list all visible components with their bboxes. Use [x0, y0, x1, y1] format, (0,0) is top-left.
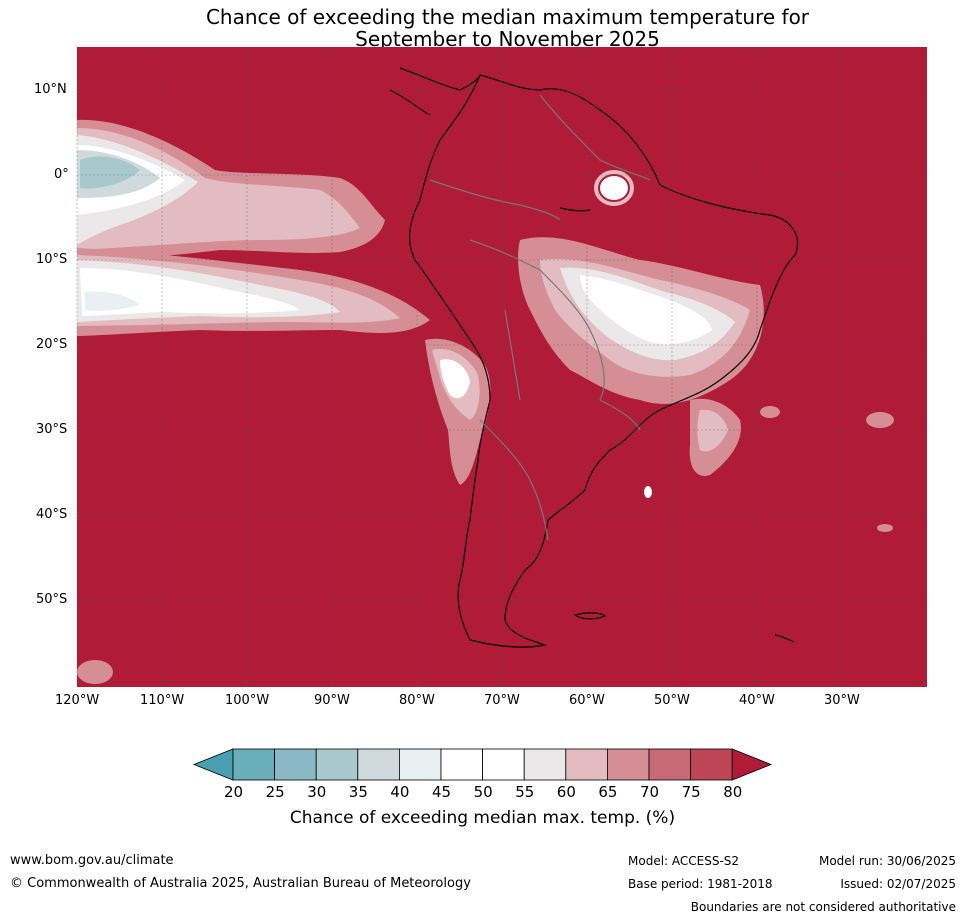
colorbar-tick-label: 30: [307, 783, 327, 801]
colorbar-over-arrow: [731, 748, 773, 781]
colorbar-segment: [565, 748, 608, 781]
lon-label-40w: 40°W: [739, 693, 775, 708]
lon-label-110w: 110°W: [140, 693, 185, 708]
colorbar-tick-label: 65: [598, 783, 618, 801]
colorbar-tick-label: 35: [348, 783, 368, 801]
colorbar-segment: [690, 748, 733, 781]
colorbar-segment: [523, 748, 567, 781]
colorbar-tick-label: 80: [723, 783, 743, 801]
graticule: [76, 47, 927, 687]
lon-label-30w: 30°W: [824, 693, 860, 708]
colorbar-segment: [232, 748, 275, 781]
footer-copyright: © Commonwealth of Australia 2025, Austra…: [10, 876, 471, 891]
colorbar-tick-label: 40: [390, 783, 410, 801]
lon-label-80w: 80°W: [399, 693, 435, 708]
colorbar-tick-label: 50: [473, 783, 493, 801]
lat-label-10s: 10°S: [36, 252, 68, 267]
lon-label-90w: 90°W: [314, 693, 350, 708]
footer-base-period: Base period: 1981-2018: [628, 877, 773, 891]
colorbar-title: Chance of exceeding median max. temp. (%…: [289, 808, 676, 828]
colorbar-tick-label: 55: [515, 783, 535, 801]
lon-label-70w: 70°W: [484, 693, 520, 708]
lat-label-10n: 10°N: [34, 82, 67, 97]
colorbar-tick-label: 75: [681, 783, 701, 801]
footer-issued: Issued: 02/07/2025: [840, 877, 956, 891]
map-title-line1: Chance of exceeding the median maximum t…: [205, 5, 810, 29]
colorbar-segment: [607, 748, 650, 781]
lon-label-60w: 60°W: [569, 693, 605, 708]
colorbar-tick-label: 25: [265, 783, 285, 801]
colorbar-under-arrow: [192, 748, 234, 781]
footer-model: Model: ACCESS-S2: [628, 854, 740, 868]
colorbar-segment: [357, 748, 400, 781]
colorbar-tick-label: 60: [556, 783, 576, 801]
colorbar-segment: [648, 748, 691, 781]
colorbar-segment: [315, 748, 359, 781]
colorbar-segment: [274, 748, 317, 781]
lat-label-30s: 30°S: [36, 422, 68, 437]
country-borders: [429, 94, 651, 541]
coastlines: [389, 67, 799, 648]
colorbar-tick-label: 20: [224, 783, 244, 801]
lat-label-50s: 50°S: [36, 592, 68, 607]
lat-label-20s: 20°S: [36, 337, 68, 352]
colorbar-segment: [440, 748, 483, 781]
colorbar-tick-label: 45: [432, 783, 452, 801]
colorbar-tick-label: 70: [640, 783, 660, 801]
lon-label-120w: 120°W: [55, 693, 100, 708]
colorbar-segment: [482, 748, 525, 781]
lon-label-100w: 100°W: [225, 693, 270, 708]
footer-disclaimer: Boundaries are not considered authoritat…: [690, 900, 956, 914]
lon-label-50w: 50°W: [654, 693, 690, 708]
probability-contours: [77, 119, 894, 684]
map-title-line2: September to November 2025: [355, 27, 660, 51]
colorbar-segment: [398, 748, 442, 781]
footer-url[interactable]: www.bom.gov.au/climate: [10, 853, 174, 868]
footer-model-run: Model run: 30/06/2025: [818, 854, 956, 868]
colorbar: [192, 748, 773, 781]
lat-label-0: 0°: [54, 167, 69, 182]
lat-label-40s: 40°S: [36, 507, 68, 522]
